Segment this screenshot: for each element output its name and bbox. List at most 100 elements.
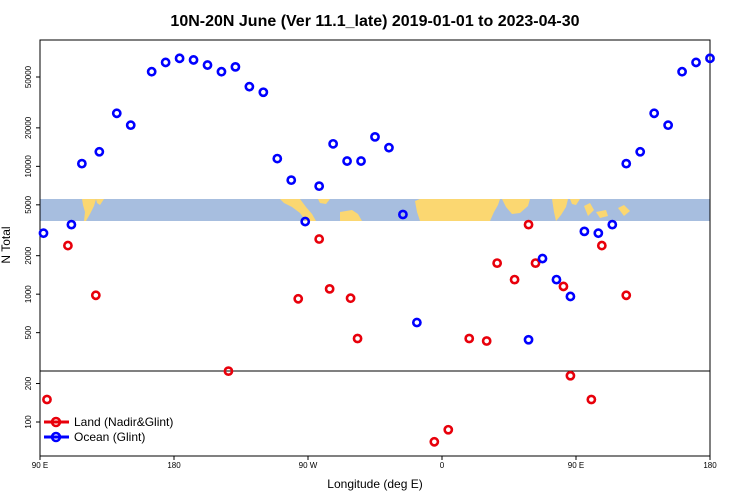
ocean-band (40, 199, 710, 221)
land-point (324, 283, 335, 294)
y-axis-label: N Total (0, 226, 13, 263)
ocean-point (272, 153, 283, 164)
legend-ocean-marker (50, 431, 62, 443)
ocean-point (38, 228, 49, 239)
land-point (523, 219, 534, 230)
ocean-point (705, 53, 715, 64)
ocean-point (649, 108, 660, 119)
landmasses (82, 199, 630, 221)
ocean-point (202, 60, 213, 70)
landmass (340, 210, 362, 221)
land-point (596, 240, 607, 251)
ocean-point (356, 156, 366, 166)
ocean-point (635, 146, 646, 157)
ocean-point (691, 57, 701, 68)
ocean-point (607, 219, 618, 230)
land-point (558, 281, 569, 292)
legend-land-label: Land (Nadir&Glint) (74, 415, 173, 429)
ocean-point (216, 66, 227, 77)
land-point (492, 258, 503, 269)
legend-ocean-label: Ocean (Glint) (74, 430, 145, 444)
data-points (38, 53, 715, 447)
land-point (293, 293, 304, 304)
y-tick-label: 2000 (24, 246, 33, 264)
landmass (415, 199, 500, 221)
x-axis: 90 E 180 90 W 0 90 E 180 (32, 456, 717, 470)
plot-frame (39, 39, 711, 457)
y-tick-label: 50000 (24, 65, 33, 88)
landmass (552, 199, 568, 221)
ocean-point (160, 57, 171, 68)
y-tick-label: 200 (24, 376, 33, 390)
land-point (586, 394, 597, 405)
land-point (481, 336, 492, 346)
legend: Land (Nadir&Glint) Ocean (Glint) (44, 415, 173, 444)
ocean-point (146, 66, 157, 77)
ocean-point (579, 226, 590, 237)
ocean-point (94, 146, 105, 157)
legend-land-marker (50, 416, 62, 428)
landmass (584, 203, 594, 216)
ocean-point (384, 142, 394, 153)
ocean-point (300, 216, 311, 227)
y-tick-label: 1000 (24, 285, 33, 303)
ocean-point (342, 156, 352, 166)
x-tick-label: 0 (440, 461, 445, 470)
land-point (42, 394, 52, 405)
ocean-point (328, 138, 339, 149)
y-tick-label: 100 (24, 415, 33, 429)
x-tick-label: 180 (703, 461, 717, 470)
landmass (502, 199, 530, 214)
x-axis-label: Longitude (deg E) (327, 477, 422, 491)
x-tick-label: 90 E (568, 461, 584, 470)
ocean-point (593, 228, 604, 239)
chart-title: 10N-20N June (Ver 11.1_late) 2019-01-01 … (170, 13, 579, 30)
y-axis: 100 200 500 1000 2000 5000 10000 20000 50000 (24, 65, 40, 429)
ocean-point (677, 66, 687, 77)
x-tick-label: 180 (167, 461, 181, 470)
land-point (63, 240, 73, 251)
world-map-strip (40, 199, 710, 221)
ocean-point (565, 291, 576, 302)
ocean-point (76, 158, 87, 169)
ocean-point (258, 87, 269, 98)
ocean-point (411, 317, 422, 328)
ocean-point (621, 158, 632, 169)
x-tick-label: 90 W (299, 461, 318, 470)
land-point (90, 290, 101, 301)
y-tick-label: 20000 (24, 116, 33, 139)
y-tick-label: 10000 (24, 155, 33, 178)
landmass (596, 210, 608, 218)
ocean-point (66, 219, 77, 230)
landmass (82, 199, 96, 221)
land-point (314, 234, 325, 244)
ocean-point (125, 120, 136, 131)
landmass (96, 199, 104, 205)
landmass (618, 205, 630, 216)
ocean-point (230, 61, 241, 72)
land-point (464, 333, 475, 344)
landmass (280, 199, 316, 221)
ocean-point (551, 274, 562, 285)
land-point (565, 370, 576, 381)
ocean-point (286, 175, 297, 186)
ocean-point (663, 120, 674, 131)
ocean-point (314, 181, 325, 192)
land-point (345, 293, 356, 304)
ocean-point (370, 131, 380, 142)
land-point (443, 424, 454, 435)
land-point (429, 436, 440, 447)
land-point (352, 333, 363, 344)
y-tick-label: 500 (24, 325, 33, 339)
ocean-point (188, 55, 199, 65)
ocean-point (244, 81, 255, 92)
ocean-point (523, 334, 534, 345)
ocean-point (111, 108, 122, 119)
ocean-point (398, 209, 408, 220)
landmass (318, 199, 330, 204)
ocean-point (174, 53, 185, 64)
land-point (223, 366, 234, 377)
land-point (621, 290, 632, 301)
y-tick-label: 5000 (24, 195, 33, 213)
